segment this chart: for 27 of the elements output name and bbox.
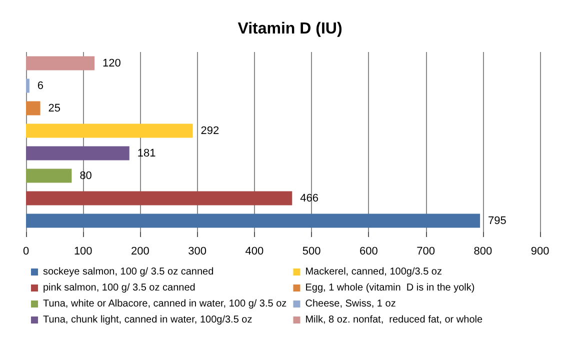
data-label: 466 <box>300 192 318 204</box>
x-tick-label: 800 <box>474 246 492 258</box>
data-label: 795 <box>488 214 506 227</box>
legend-label: Milk, 8 oz. nonfat, reduced fat, or whole <box>305 314 483 326</box>
data-label: 120 <box>102 57 121 70</box>
legend-label: Egg, 1 whole (vitamin D is in the yolk) <box>305 282 475 294</box>
data-label: 25 <box>48 102 61 114</box>
x-tick-label: 700 <box>416 246 435 258</box>
x-tick-label: 300 <box>188 246 207 258</box>
legend-label: Mackerel, canned, 100g/3.5 oz <box>305 266 442 278</box>
x-tick-label: 100 <box>74 246 92 258</box>
x-tick-label: 0 <box>22 246 30 258</box>
x-tick-label: 400 <box>245 246 264 258</box>
data-label: 181 <box>137 147 156 160</box>
legend-label: sockeye salmon, 100 g/ 3.5 oz canned <box>43 266 214 278</box>
data-label: 6 <box>37 80 44 92</box>
data-label: 80 <box>80 170 92 182</box>
x-tick-label: 600 <box>359 246 378 258</box>
data-label: 292 <box>200 124 220 137</box>
chart-title: Vitamin D (IU) <box>238 20 342 38</box>
x-tick-label: 900 <box>530 246 550 258</box>
legend-label: pink salmon, 100 g/ 3.5 oz canned <box>43 282 196 294</box>
x-tick-label: 500 <box>302 246 321 258</box>
legend-label: Cheese, Swiss, 1 oz <box>305 298 396 310</box>
legend-label: Tuna, chunk light, canned in water, 100g/3.5 oz <box>43 314 252 326</box>
legend-label: Tuna, white or Albacore, canned in water, 100 g/ 3.5 oz <box>43 298 287 310</box>
x-tick-label: 200 <box>131 246 150 258</box>
